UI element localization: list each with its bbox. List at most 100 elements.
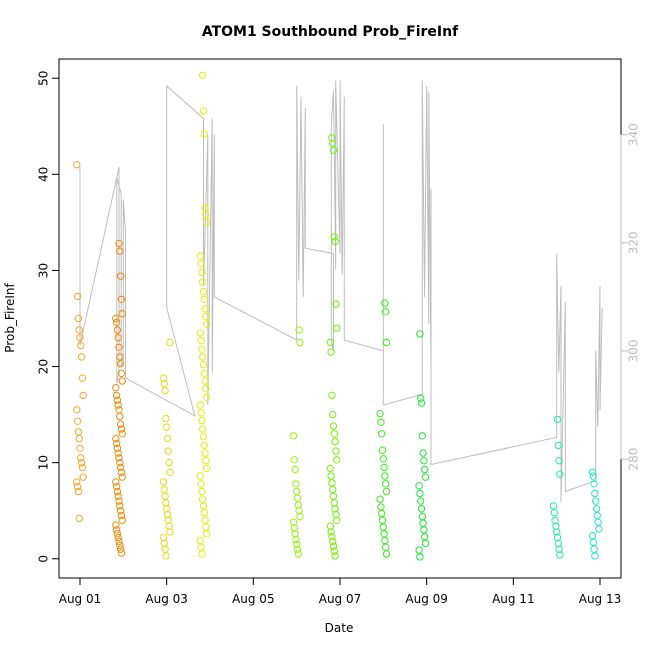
data-point bbox=[73, 292, 82, 301]
data-point bbox=[377, 503, 385, 511]
data-point bbox=[166, 528, 174, 536]
data-point bbox=[416, 553, 424, 561]
data-point bbox=[591, 552, 599, 560]
data-point bbox=[115, 497, 123, 505]
points-series bbox=[73, 71, 603, 561]
data-point bbox=[376, 409, 384, 418]
data-point bbox=[331, 552, 339, 560]
data-point bbox=[112, 483, 121, 491]
data-point bbox=[196, 472, 205, 480]
data-point bbox=[589, 538, 597, 547]
data-point bbox=[114, 533, 122, 542]
data-point bbox=[160, 539, 169, 548]
data-point bbox=[196, 329, 205, 337]
data-point bbox=[329, 542, 338, 550]
data-point bbox=[73, 478, 81, 486]
data-point bbox=[199, 107, 208, 115]
data-point bbox=[417, 505, 426, 513]
data-point bbox=[327, 528, 335, 536]
data-point bbox=[291, 530, 299, 538]
data-point bbox=[199, 287, 208, 296]
data-point bbox=[330, 499, 338, 507]
data-point bbox=[159, 478, 168, 486]
data-point bbox=[330, 547, 338, 555]
data-point bbox=[293, 545, 302, 553]
y-axis-label: Prob_FireInf bbox=[3, 283, 17, 353]
y2-tick-label: 280 bbox=[627, 448, 641, 471]
data-point bbox=[590, 545, 598, 553]
data-point bbox=[380, 530, 388, 538]
data-point bbox=[116, 353, 124, 361]
x-tick-label: Aug 05 bbox=[232, 592, 275, 606]
data-point bbox=[203, 393, 211, 401]
y-tick-label: 10 bbox=[37, 455, 51, 470]
data-point bbox=[550, 508, 558, 517]
data-point bbox=[421, 473, 430, 481]
data-point bbox=[116, 420, 125, 428]
data-point bbox=[296, 338, 304, 347]
data-point bbox=[116, 502, 124, 510]
data-point bbox=[202, 523, 210, 531]
data-point bbox=[112, 318, 121, 326]
data-point bbox=[203, 218, 211, 227]
data-point bbox=[199, 433, 208, 441]
data-point bbox=[203, 320, 211, 328]
data-point bbox=[418, 512, 426, 521]
data-point bbox=[416, 330, 424, 338]
data-point bbox=[197, 409, 205, 417]
data-point bbox=[163, 423, 171, 431]
data-point bbox=[329, 422, 338, 430]
data-point bbox=[553, 528, 561, 536]
data-point bbox=[333, 324, 341, 332]
data-point bbox=[116, 412, 124, 421]
data-point bbox=[203, 530, 211, 538]
data-point bbox=[377, 418, 385, 426]
y2-tick-label: 340 bbox=[627, 123, 641, 146]
data-point bbox=[378, 516, 387, 524]
data-point bbox=[116, 541, 124, 549]
data-point bbox=[328, 391, 336, 400]
data-point bbox=[112, 526, 121, 534]
data-point bbox=[289, 432, 298, 440]
data-point bbox=[196, 252, 205, 260]
data-point bbox=[73, 483, 82, 491]
data-point bbox=[77, 454, 85, 462]
x-tick-label: Aug 11 bbox=[492, 592, 535, 606]
y2-tick-label: 320 bbox=[627, 231, 641, 254]
data-point bbox=[163, 434, 172, 443]
data-point bbox=[381, 299, 389, 307]
data-point bbox=[118, 377, 126, 385]
data-point bbox=[381, 536, 389, 545]
data-point bbox=[332, 300, 340, 308]
data-point bbox=[554, 441, 562, 450]
data-point bbox=[200, 508, 209, 517]
data-point bbox=[421, 465, 429, 474]
y2-tick-label: 300 bbox=[627, 339, 641, 362]
data-point bbox=[198, 416, 206, 425]
data-point bbox=[378, 430, 386, 438]
data-point bbox=[165, 522, 173, 530]
data-point bbox=[589, 472, 597, 480]
data-point bbox=[421, 533, 429, 541]
data-point bbox=[113, 444, 122, 452]
y-tick-label: 50 bbox=[37, 71, 51, 86]
data-point bbox=[77, 341, 85, 350]
y-axis: 0 10 20 30 40 50 bbox=[37, 71, 60, 563]
data-point bbox=[327, 348, 335, 356]
data-point bbox=[417, 399, 426, 407]
chart-title: ATOM1 Southbound Prob_FireInf bbox=[202, 24, 459, 40]
data-point bbox=[112, 384, 120, 392]
x-tick-label: Aug 07 bbox=[319, 592, 362, 606]
data-point bbox=[420, 457, 428, 465]
data-point bbox=[328, 533, 336, 541]
data-point bbox=[115, 239, 123, 248]
data-point bbox=[117, 468, 126, 476]
data-point bbox=[331, 505, 339, 513]
data-point bbox=[380, 463, 388, 472]
data-point bbox=[74, 314, 83, 323]
data-point bbox=[162, 414, 170, 423]
data-point bbox=[200, 369, 209, 377]
data-point bbox=[163, 510, 172, 519]
data-point bbox=[199, 425, 207, 433]
data-point bbox=[421, 539, 430, 548]
